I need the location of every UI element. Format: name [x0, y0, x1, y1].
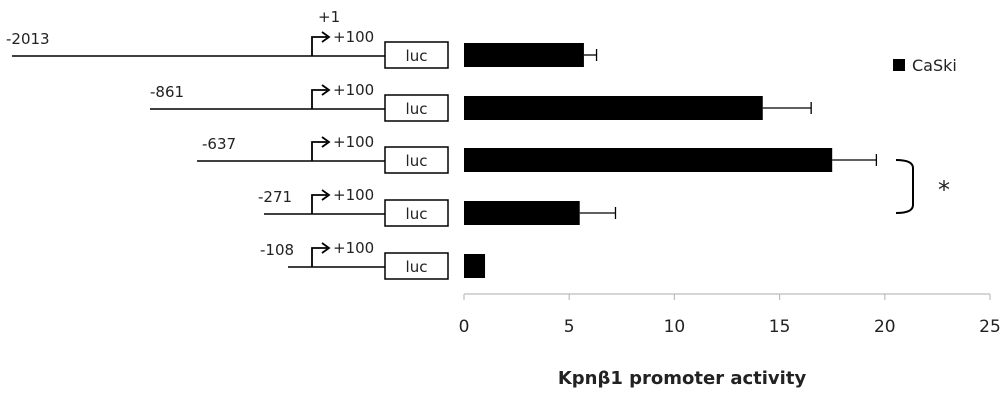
legend: CaSki [893, 56, 957, 75]
legend-label: CaSki [912, 56, 957, 75]
luc-box [384, 41, 449, 69]
tss-arrow-icon [311, 36, 327, 56]
bar [464, 201, 580, 225]
tss-label: +1 [318, 8, 340, 26]
x-tick-label: 10 [664, 317, 686, 337]
construct-end-label: +100 [333, 28, 374, 46]
construct-end-label: +100 [333, 186, 374, 204]
construct-start-label: -861 [150, 83, 184, 101]
construct-start-label: -2013 [6, 30, 50, 48]
bar [464, 148, 833, 172]
tss-arrow-icon [311, 141, 327, 161]
construct-start-label: -108 [260, 241, 294, 259]
tss-arrowhead-icon [321, 136, 331, 148]
x-tick-label: 25 [979, 317, 1001, 337]
x-tick-label: 15 [769, 317, 791, 337]
tss-arrowhead-icon [321, 31, 331, 43]
luc-label: luc [406, 205, 428, 223]
x-tick-label: 0 [459, 317, 470, 337]
bar-series [464, 43, 878, 278]
luc-label: luc [406, 47, 428, 65]
significance-asterisk: * [938, 176, 950, 204]
luc-box [384, 94, 449, 122]
construct-end-label: +100 [333, 81, 374, 99]
luc-box [384, 146, 449, 174]
tss-arrowhead-icon [321, 189, 331, 201]
x-tick-label: 5 [564, 317, 575, 337]
luc-label: luc [406, 100, 428, 118]
bar [464, 254, 486, 278]
tss-arrowhead-icon [321, 242, 331, 254]
luc-box [384, 199, 449, 227]
tss-arrow-icon [311, 247, 327, 267]
x-tick-label: 20 [874, 317, 896, 337]
significance-bracket [895, 159, 914, 214]
luc-label: luc [406, 258, 428, 276]
luc-label: luc [406, 152, 428, 170]
bar [464, 96, 763, 120]
construct-end-label: +100 [333, 133, 374, 151]
x-axis-title: Kpnβ1 promoter activity [558, 368, 807, 389]
tss-arrow-icon [311, 89, 327, 109]
construct-start-label: -637 [202, 135, 236, 153]
x-axis: 0 5 10 15 20 25 [459, 293, 1001, 337]
construct-start-label: -271 [258, 188, 292, 206]
bar [464, 43, 584, 67]
legend-swatch [893, 59, 905, 71]
promoter-constructs: -2013 +100 luc -861 +100 luc -637 +100 luc -271 +1… [6, 28, 449, 280]
luc-box [384, 252, 449, 280]
construct-end-label: +100 [333, 239, 374, 257]
significance-annotation: * [895, 159, 950, 214]
tss-arrowhead-icon [321, 84, 331, 96]
tss-arrow-icon [311, 194, 327, 214]
